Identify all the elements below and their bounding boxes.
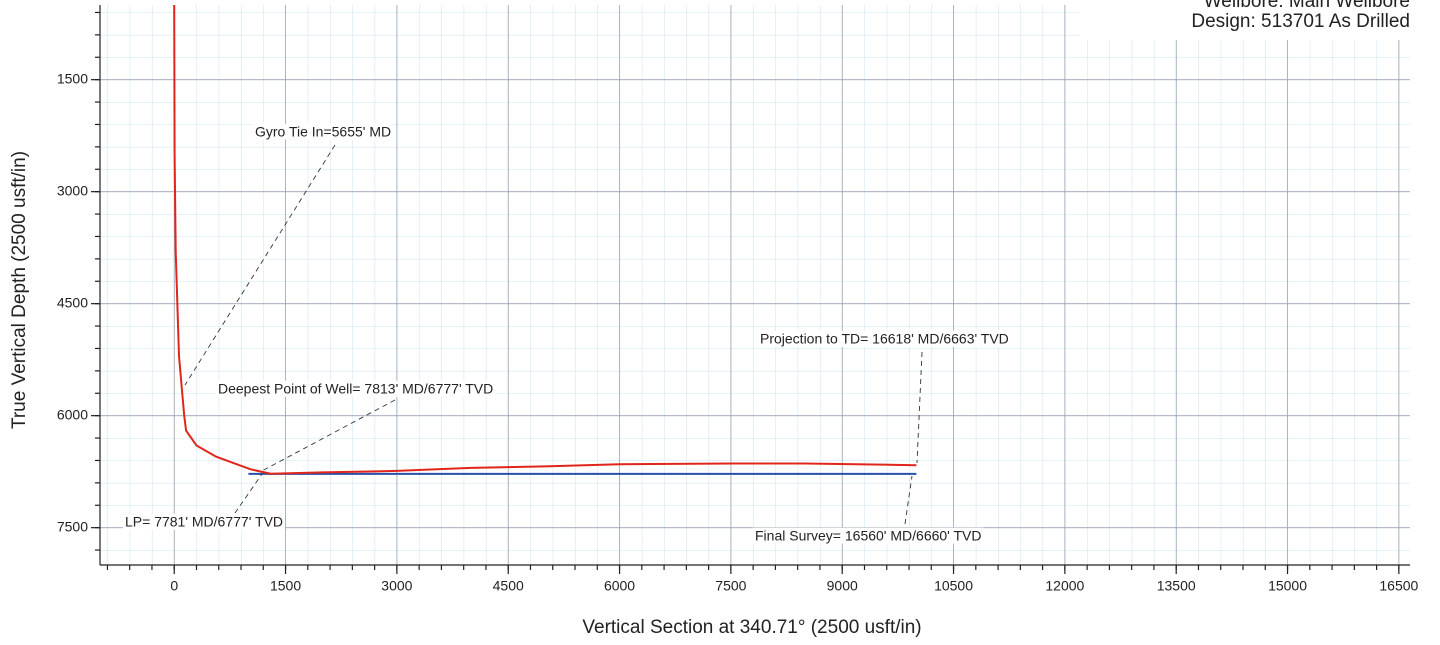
y-tick-label: 4500	[57, 294, 88, 310]
wellbore-label: Wellbore: Main Wellbore	[1204, 0, 1410, 12]
y-tick-label: 3000	[57, 182, 88, 198]
y-axis-title: True Vertical Depth (2500 usft/in)	[9, 151, 30, 429]
series-line	[173, 4, 917, 475]
leader-line	[234, 473, 263, 514]
x-axis-title: Vertical Section at 340.71° (2500 usft/i…	[582, 617, 921, 638]
y-tick-label: 1500	[57, 70, 88, 86]
label-box	[1080, 0, 1440, 40]
x-tick-label: 6000	[604, 578, 635, 594]
annotation: LP= 7781' MD/6777' TVD	[125, 514, 283, 530]
design-label: Design: 513701 As Drilled	[1191, 11, 1410, 32]
x-tick-label: 4500	[493, 578, 524, 594]
x-tick-label: 16500	[1379, 578, 1418, 594]
x-tick-label: 9000	[827, 578, 858, 594]
x-tick-label: 7500	[715, 578, 746, 594]
plot-area	[100, 5, 1410, 565]
leader-line	[259, 399, 396, 473]
x-tick-label: 13500	[1157, 578, 1196, 594]
annotation-bg	[758, 330, 1011, 347]
y-tick-label: 6000	[57, 406, 88, 422]
x-tick-label: 0	[170, 578, 178, 594]
x-tick-label: 1500	[270, 578, 301, 594]
leader-line	[916, 351, 923, 464]
annotation-bg	[753, 527, 984, 544]
x-tick-label: 12000	[1045, 578, 1084, 594]
x-tick-label: 10500	[934, 578, 973, 594]
annotation: Gyro Tie In=5655' MD	[255, 124, 391, 140]
x-tick-label: 15000	[1268, 578, 1307, 594]
annotation: Deepest Point of Well= 7813' MD/6777' TV…	[218, 381, 493, 397]
annotation: Projection to TD= 16618' MD/6663' TVD	[760, 331, 1009, 347]
y-tick-label: 7500	[57, 518, 88, 534]
leader-line	[904, 475, 913, 525]
leader-line	[184, 144, 336, 386]
annotation: Final Survey= 16560' MD/6660' TVD	[755, 528, 981, 544]
annotation-bg	[253, 123, 394, 140]
annotation-bg	[216, 380, 496, 397]
x-tick-label: 3000	[381, 578, 412, 594]
annotation-bg	[123, 513, 286, 530]
